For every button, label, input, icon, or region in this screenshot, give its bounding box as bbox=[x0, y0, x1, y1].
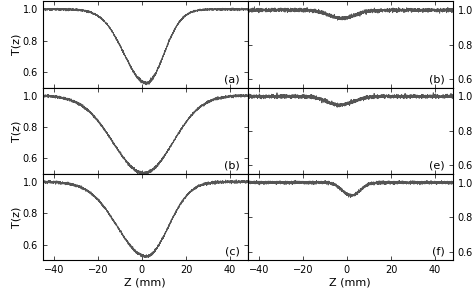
Y-axis label: T(z): T(z) bbox=[11, 206, 21, 228]
Text: (f): (f) bbox=[432, 247, 445, 257]
Y-axis label: T(z): T(z) bbox=[11, 34, 21, 55]
Y-axis label: T(z): T(z) bbox=[11, 120, 21, 141]
Text: (b): (b) bbox=[428, 74, 445, 84]
Text: (e): (e) bbox=[429, 161, 445, 171]
Text: (b): (b) bbox=[224, 161, 239, 171]
X-axis label: Z (mm): Z (mm) bbox=[329, 278, 371, 288]
Text: (a): (a) bbox=[224, 74, 239, 84]
X-axis label: Z (mm): Z (mm) bbox=[124, 278, 166, 288]
Text: (c): (c) bbox=[225, 247, 239, 257]
